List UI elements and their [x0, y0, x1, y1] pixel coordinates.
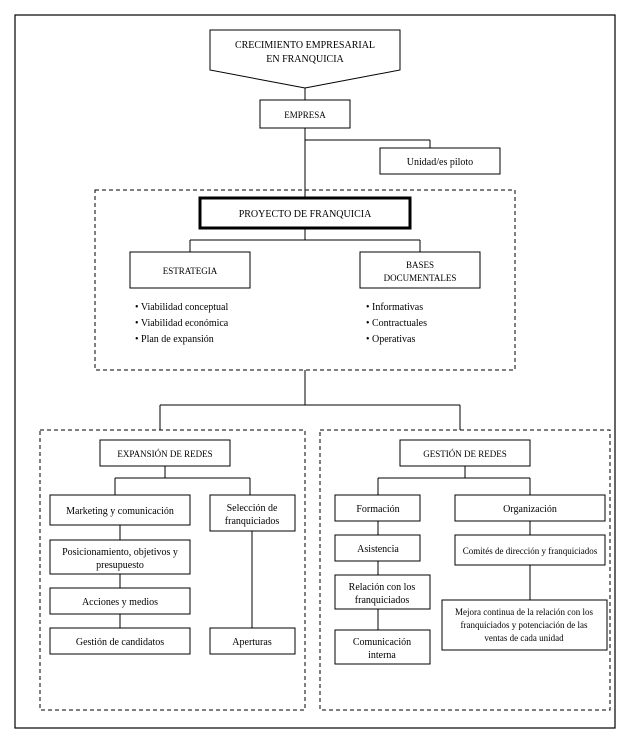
title-banner: CRECIMIENTO EMPRESARIAL EN FRANQUICIA	[210, 30, 400, 88]
label-unidad-piloto: Unidad/es piloto	[407, 157, 473, 168]
label-comites: Comités de dirección y franquiciados	[463, 546, 598, 556]
label-relacion-2: franquiciados	[355, 595, 410, 606]
label-mejora-2: franquiciados y potenciación de las	[461, 620, 588, 630]
label-organizacion: Organización	[503, 504, 557, 515]
label-estrategia: ESTRATEGIA	[163, 266, 218, 276]
label-acciones: Acciones y medios	[82, 597, 158, 608]
title-line1: CRECIMIENTO EMPRESARIAL	[235, 40, 375, 51]
bullet-bases-1: • Contractuales	[366, 318, 427, 329]
label-mejora-1: Mejora continua de la relación con los	[455, 607, 593, 617]
label-expansion-redes: EXPANSIÓN DE REDES	[117, 449, 212, 459]
franchise-flowchart: CRECIMIENTO EMPRESARIAL EN FRANQUICIA EM…	[0, 0, 630, 743]
label-marketing: Marketing y comunicación	[66, 506, 174, 517]
label-bases-doc-1: BASES	[406, 260, 434, 270]
bullet-estrategia-1: • Viabilidad económica	[135, 318, 229, 329]
label-com-2: interna	[368, 650, 396, 661]
bullet-bases-0: • Informativas	[366, 302, 423, 313]
label-empresa: EMPRESA	[284, 110, 326, 120]
label-gestion-candidatos: Gestión de candidatos	[76, 637, 164, 648]
label-bases-doc-2: DOCUMENTALES	[384, 273, 457, 283]
label-pos-2: presupuesto	[96, 560, 144, 571]
label-mejora-3: ventas de cada unidad	[484, 633, 564, 643]
bullet-bases-2: • Operativas	[366, 334, 415, 345]
label-com-1: Comunicación	[353, 637, 411, 648]
bullet-estrategia-0: • Viabilidad conceptual	[135, 302, 228, 313]
label-relacion-1: Relación con los	[349, 582, 416, 593]
title-line2: EN FRANQUICIA	[266, 54, 344, 65]
label-aperturas: Aperturas	[232, 637, 272, 648]
bullet-estrategia-2: • Plan de expansión	[135, 334, 214, 345]
label-proyecto: PROYECTO DE FRANQUICIA	[239, 209, 372, 220]
label-gestion-redes: GESTIÓN DE REDES	[423, 449, 507, 459]
label-seleccion-2: franquiciados	[225, 516, 280, 527]
label-seleccion-1: Selección de	[227, 503, 278, 514]
label-asistencia: Asistencia	[357, 544, 399, 555]
label-formacion: Formación	[356, 504, 399, 515]
label-pos-1: Posicionamiento, objetivos y	[62, 547, 178, 558]
